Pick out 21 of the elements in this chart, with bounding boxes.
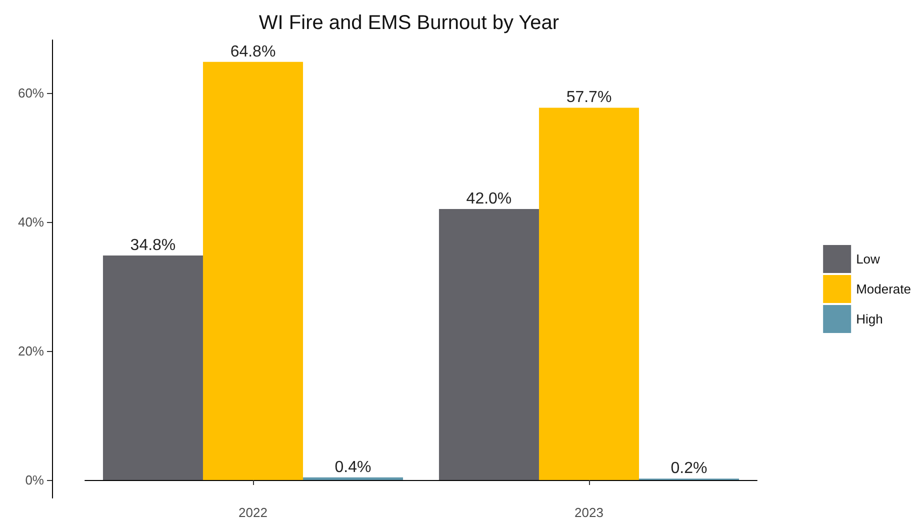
data-label: 0.4% — [334, 458, 372, 476]
bar — [538, 108, 640, 480]
y-tick-label: 60% — [18, 85, 44, 100]
y-tick-label: 40% — [18, 214, 44, 230]
data-label: 42.0% — [466, 190, 512, 208]
bar — [303, 477, 404, 480]
data-label: 34.8% — [130, 236, 176, 254]
bar — [102, 255, 203, 480]
bar — [202, 62, 304, 480]
x-tick-label: 2022 — [238, 505, 268, 520]
y-tick-label: 0% — [25, 472, 44, 488]
legend-label: Low — [856, 252, 881, 266]
data-label: 57.7% — [566, 89, 612, 106]
y-tick-label: 20% — [18, 343, 44, 358]
x-tick-label: 2023 — [574, 505, 604, 520]
chart-title: WI Fire and EMS Burnout by Year — [258, 12, 560, 34]
legend-label: High — [856, 312, 883, 326]
data-label: 0.2% — [670, 460, 708, 478]
legend-label: Moderate — [856, 282, 911, 296]
bar — [438, 209, 539, 480]
data-label: 64.8% — [230, 43, 276, 60]
